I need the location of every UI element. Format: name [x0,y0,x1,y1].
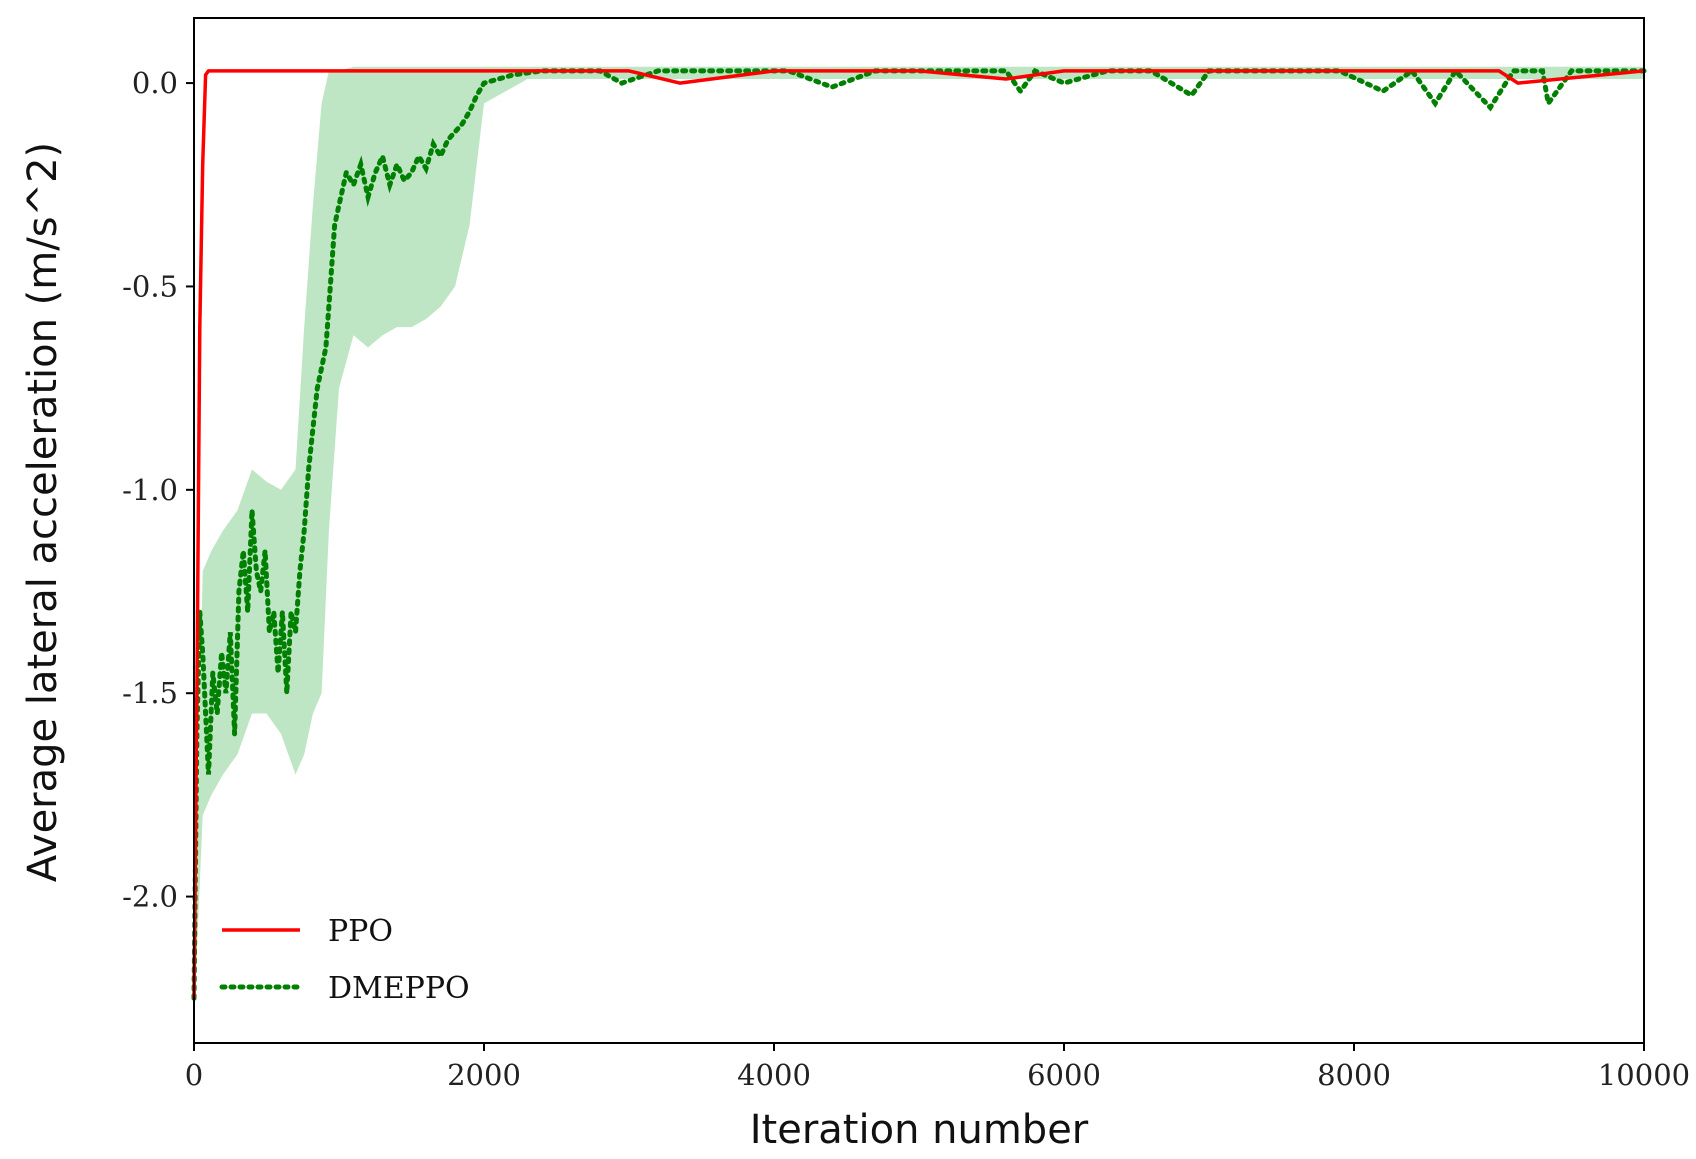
y-tick-label: -2.0 [122,880,178,914]
legend-ppo-label: PPO [328,914,393,949]
x-tick-label: 4000 [737,1058,811,1092]
x-tick-label: 6000 [1027,1058,1101,1092]
y-tick-label: 0.0 [132,66,178,100]
x-tick-label: 2000 [447,1058,521,1092]
legend: PPO DMEPPO [219,914,470,1006]
x-axis-label: Iteration number [750,1107,1089,1153]
x-tick-label: 0 [185,1058,203,1092]
series-line-dmeppo [191,66,1647,1001]
y-tick-label: -0.5 [122,269,178,303]
series-layer [191,66,1647,1001]
x-axis: 0 2000 4000 6000 8000 10000 [185,1043,1690,1092]
x-tick-label: 10000 [1598,1058,1690,1092]
y-tick-label: -1.0 [122,473,178,507]
y-axis-label: Average lateral acceleration (m/s^2) [20,142,66,882]
plot-area-frame [193,17,1645,1044]
y-tick-label: -1.5 [122,676,178,710]
dmeppo-variance-band [194,66,1644,1019]
legend-dmeppo-label: DMEPPO [328,971,470,1006]
confidence-band-layer [194,66,1644,1019]
x-tick-label: 8000 [1317,1058,1391,1092]
series-line-ppo [192,69,1645,999]
y-axis: 0.0 -0.5 -1.0 -1.5 -2.0 [122,66,194,914]
